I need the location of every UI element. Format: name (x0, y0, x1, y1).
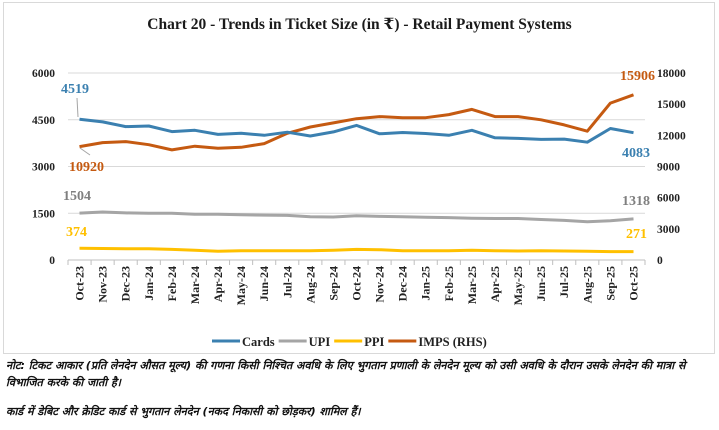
y-left-tick-label: 3000 (32, 162, 55, 174)
x-tick-label: Feb-25 (442, 266, 456, 301)
x-tick-label: Dec-24 (396, 266, 410, 301)
data-label: 15906 (620, 69, 655, 84)
x-tick-label: Sep-24 (326, 266, 340, 301)
data-label: 4519 (61, 82, 89, 97)
y-right-tick-label: 0 (657, 255, 663, 267)
y-right-tick-label: 9000 (657, 162, 680, 174)
chart-frame (3, 2, 715, 354)
y-right-tick-label: 6000 (657, 193, 680, 205)
x-tick-label: Nov-23 (96, 266, 110, 303)
data-label: 1504 (63, 189, 91, 204)
x-tick-label: Jan-25 (419, 266, 433, 301)
x-tick-label: Jul-25 (557, 266, 571, 298)
data-label: 374 (66, 225, 87, 240)
x-tick-label: Nov-24 (373, 266, 387, 303)
y-left-tick-label: 6000 (32, 68, 55, 80)
chart: 0 1500 3000 4500 6000 0 3000 6000 9000 12000 15000… (32, 68, 686, 349)
data-label: 1318 (622, 194, 650, 209)
series-line-imps (79, 93, 635, 152)
y-right-tick-label: 18000 (657, 68, 686, 80)
series-line-ppi (79, 246, 634, 254)
x-tick-label: Jun-25 (534, 266, 548, 301)
y-left-tick-label: 4500 (32, 115, 55, 127)
leader-line (79, 147, 91, 156)
x-tick-label: Mar-25 (465, 266, 479, 304)
x-tick-label: Dec-23 (119, 266, 133, 301)
chart-title: Chart 20 - Trends in Ticket Size (in ₹) … (147, 16, 572, 33)
x-tick-label: Oct-25 (626, 266, 640, 301)
data-label: 271 (626, 227, 647, 242)
x-tick-label: Apr-24 (211, 266, 225, 302)
x-tick-label: Jan-24 (142, 266, 156, 301)
leader-line (76, 97, 79, 118)
data-label: 10920 (69, 160, 104, 175)
y-right-tick-label: 12000 (657, 130, 686, 142)
legend-label: Cards (242, 335, 275, 349)
x-tick-label: Jul-24 (280, 266, 294, 298)
legend-label: UPI (309, 335, 331, 349)
y-left-tick-label: 1500 (32, 208, 55, 220)
cards-note-text: कार्ड में डेबिट और क्रेडिट कार्ड से भुगत… (6, 405, 361, 418)
x-tick-label: Mar-24 (188, 266, 202, 304)
x-tick-label: Jun-24 (257, 266, 271, 301)
x-tick-label: Apr-25 (488, 266, 502, 302)
y-right-tick-label: 15000 (657, 99, 686, 111)
x-tick-label: May-24 (234, 266, 248, 305)
y-left-tick-label: 0 (49, 255, 55, 267)
data-label: 4083 (622, 146, 650, 161)
x-tick-label: May-25 (511, 266, 525, 305)
x-tick-label: Sep-25 (603, 266, 617, 301)
x-tick-label: Feb-24 (165, 266, 179, 301)
y-right-tick-label: 3000 (657, 224, 680, 236)
x-tick-label: Aug-25 (580, 266, 594, 303)
note-text: नोट: टिकट आकार (प्रति लेनदेन औसत मूल्य) … (6, 359, 686, 389)
x-tick-label: Oct-23 (73, 266, 87, 301)
legend-label: PPI (364, 335, 384, 349)
x-tick-label: Oct-24 (350, 266, 364, 301)
x-tick-label: Aug-24 (303, 266, 317, 303)
legend-label: IMPS (RHS) (418, 335, 486, 349)
